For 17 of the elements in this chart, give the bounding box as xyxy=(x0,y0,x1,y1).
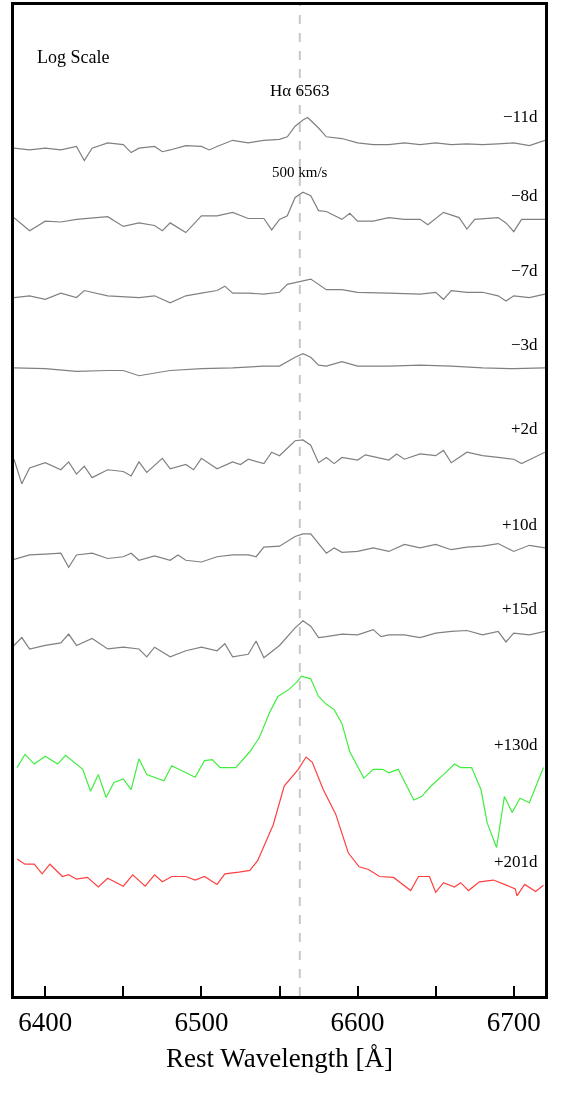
series-label: −11d xyxy=(503,107,538,126)
series-label: −3d xyxy=(511,335,539,354)
series-label: +2d xyxy=(511,419,539,438)
annotation: 500 km/s xyxy=(272,164,328,180)
x-tick-label: 6600 xyxy=(330,1007,385,1038)
series-label: −7d xyxy=(511,261,539,280)
series-label: +10d xyxy=(502,515,538,534)
text: Log Scale xyxy=(37,47,110,67)
ref-line-label: Hα 6563 xyxy=(270,81,330,100)
x-tick-label: 6400 xyxy=(18,1007,73,1038)
series-label: −8d xyxy=(511,186,539,205)
series-label: +15d xyxy=(502,599,538,618)
x-tick-label: 6700 xyxy=(486,1007,541,1038)
series-label: +201d xyxy=(494,852,539,871)
x-tick-label: 6500 xyxy=(174,1007,229,1038)
x-axis-title: Rest Wavelength [Å] xyxy=(166,1042,393,1073)
series-label: +130d xyxy=(494,735,539,754)
